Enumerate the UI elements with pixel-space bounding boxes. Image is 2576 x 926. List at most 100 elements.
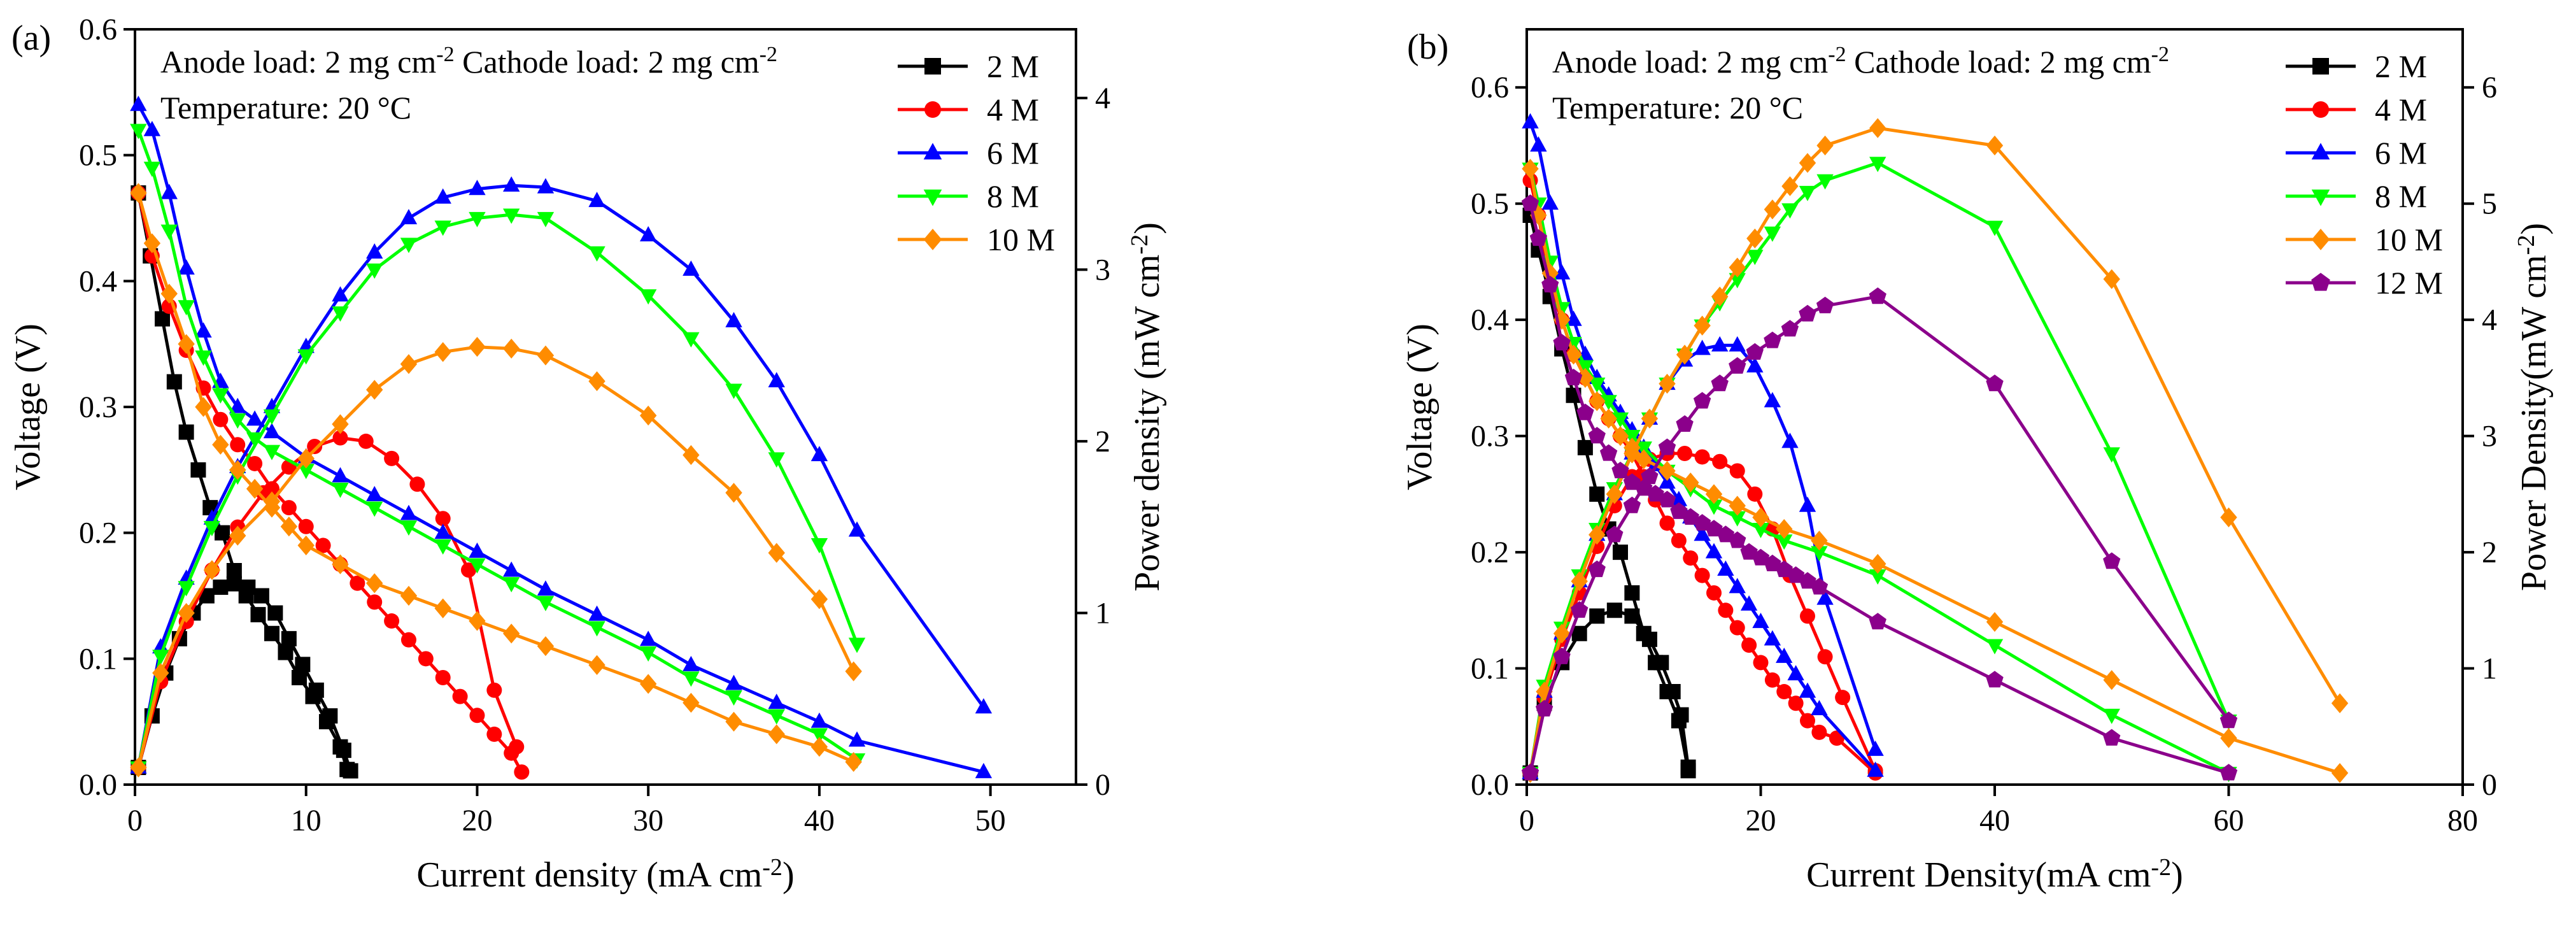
panel-b-power-point — [1746, 228, 1764, 249]
panel-a-power-point — [768, 543, 785, 563]
panel-a-voltage-point — [332, 554, 349, 574]
panel-a-power-point — [461, 562, 477, 578]
panel-b-power-point — [1781, 320, 1799, 337]
panel-a-power-point — [295, 657, 311, 673]
panel-a-voltage-point — [246, 478, 264, 499]
panel-b-y2-tick-label: 4 — [2482, 303, 2497, 337]
panel-a-power-point — [308, 682, 324, 698]
panel-a-x-tick-label: 0 — [127, 804, 143, 837]
panel-a-power-point — [810, 538, 828, 554]
panel-b-voltage-point — [1764, 630, 1781, 646]
panel-a-power-point — [240, 580, 256, 595]
panel-a-voltage-point — [683, 671, 700, 687]
panel-a-voltage-point — [384, 613, 400, 629]
panel-b-voltage-point — [1799, 682, 1816, 698]
panel-b-y-tick-label: 0.6 — [1471, 71, 1509, 104]
panel-b-series-10m — [1522, 118, 2349, 783]
panel-a-voltage-point — [768, 694, 785, 709]
panel-b-voltage-point — [1541, 194, 1559, 210]
panel-a-voltage-point — [350, 575, 365, 591]
panel-b-voltage-point — [1811, 724, 1827, 740]
panel-a-voltage-point — [263, 423, 281, 439]
panel-b-power-point — [1799, 185, 1816, 201]
panel-a-voltage-point — [683, 692, 700, 713]
panel-b-voltage-point — [1670, 490, 1688, 506]
panel-b-power-point — [1711, 374, 1729, 392]
panel-a-power-point — [178, 581, 195, 597]
panel-a-power-point — [537, 211, 555, 227]
panel-b-voltage-point — [1522, 159, 1539, 179]
panel-a-legend-item: 6 M — [898, 135, 1039, 171]
panel-b-voltage-point — [1986, 671, 2004, 688]
panel-b-power-point — [1624, 608, 1640, 624]
panel-b-voltage-point — [1565, 345, 1582, 365]
panel-a-legend-label: 2 M — [987, 48, 1039, 84]
panel-b-power-point — [1553, 623, 1571, 644]
panel-b-power-point — [1781, 432, 1799, 448]
panel-a-y-tick-label: 0.2 — [79, 516, 117, 550]
panel-b-voltage-point — [1589, 486, 1605, 502]
panel-a-power-point — [469, 211, 486, 227]
panel-b-power-point — [1677, 445, 1693, 461]
panel-b-power-point — [1799, 304, 1816, 322]
panel-a-power-point — [537, 345, 555, 366]
panel-a-voltage-point — [469, 708, 485, 723]
panel-a-x-tick-label: 40 — [804, 804, 835, 837]
panel-a-legend-label: 6 M — [987, 135, 1039, 171]
panel-a-power-point — [509, 739, 525, 755]
panel-a-voltage-point — [810, 737, 828, 757]
panel-a-x-tick-label: 50 — [975, 804, 1006, 837]
panel-b-power-point — [1869, 287, 1886, 304]
panel-a-voltage-point — [639, 674, 657, 694]
panel-b-power-point — [2219, 711, 2238, 729]
panel-b-voltage-point — [1611, 412, 1629, 428]
panel-b-legend-item: 10 M — [2286, 222, 2443, 257]
panel-b-power-point — [1680, 759, 1696, 775]
panel-a-voltage-point — [229, 397, 246, 413]
panel-b-voltage-point — [1776, 684, 1792, 700]
panel-b-voltage-point — [1530, 205, 1547, 225]
panel-a-voltage-point — [639, 646, 657, 662]
panel-b-y-tick-label: 0.2 — [1471, 536, 1509, 569]
panel-b-voltage-point — [1553, 310, 1571, 330]
panel-b-power-point — [1571, 601, 1589, 618]
panel-a-voltage-point — [418, 651, 434, 667]
panel-b-power-point — [2220, 507, 2237, 527]
panel-a-power-point — [683, 260, 700, 276]
panel-b-voltage-point — [1752, 613, 1769, 629]
panel-b-voltage-point — [1869, 569, 1886, 585]
panel-b-legend-item: 2 M — [2286, 48, 2427, 84]
panel-a-annotation-line: Temperature: 20 °C — [160, 90, 411, 125]
panel-a-power-point — [343, 763, 358, 779]
panel-b-power-point — [1694, 449, 1710, 465]
panel-a-voltage-point — [130, 183, 147, 203]
panel-a-power-point — [725, 483, 742, 503]
panel-a-power-point — [366, 243, 383, 259]
panel-a-power-point — [358, 433, 374, 449]
panel-b-voltage-point — [1529, 229, 1548, 246]
panel-b-legend-marker — [2312, 101, 2329, 118]
panel-a-power-point — [639, 289, 657, 305]
panel-a-legend-marker — [923, 143, 942, 160]
panel-a-legend-marker — [923, 229, 942, 250]
panel-b-voltage-point — [1576, 367, 1594, 388]
panel-a-power-point — [263, 491, 281, 511]
panel-b-power-point — [1673, 707, 1689, 723]
panel-b-voltage-point — [1729, 578, 1746, 594]
panel-a-voltage-point — [332, 482, 349, 498]
panel-a-voltage-point — [213, 411, 229, 427]
panel-a-power-point — [307, 438, 323, 454]
panel-a-y-tick-label: 0.3 — [79, 390, 117, 424]
panel-a-voltage-point — [435, 669, 451, 685]
panel-a-annotation-line: Anode load: 2 mg cm-2 Cathode load: 2 mg… — [160, 43, 777, 80]
panel-b-power-point — [1588, 560, 1606, 578]
panel-b-y2-tick-label: 3 — [2482, 420, 2497, 453]
panel-a-power-point — [848, 638, 866, 653]
panel-b-annotation-line: Temperature: 20 °C — [1552, 90, 1803, 125]
panel-a-voltage-point — [810, 728, 828, 744]
panel-a-voltage-line — [136, 192, 854, 764]
panel-b-voltage-point — [1530, 136, 1547, 152]
panel-a-voltage-point — [537, 580, 555, 596]
panel-a-power-point — [332, 306, 349, 322]
